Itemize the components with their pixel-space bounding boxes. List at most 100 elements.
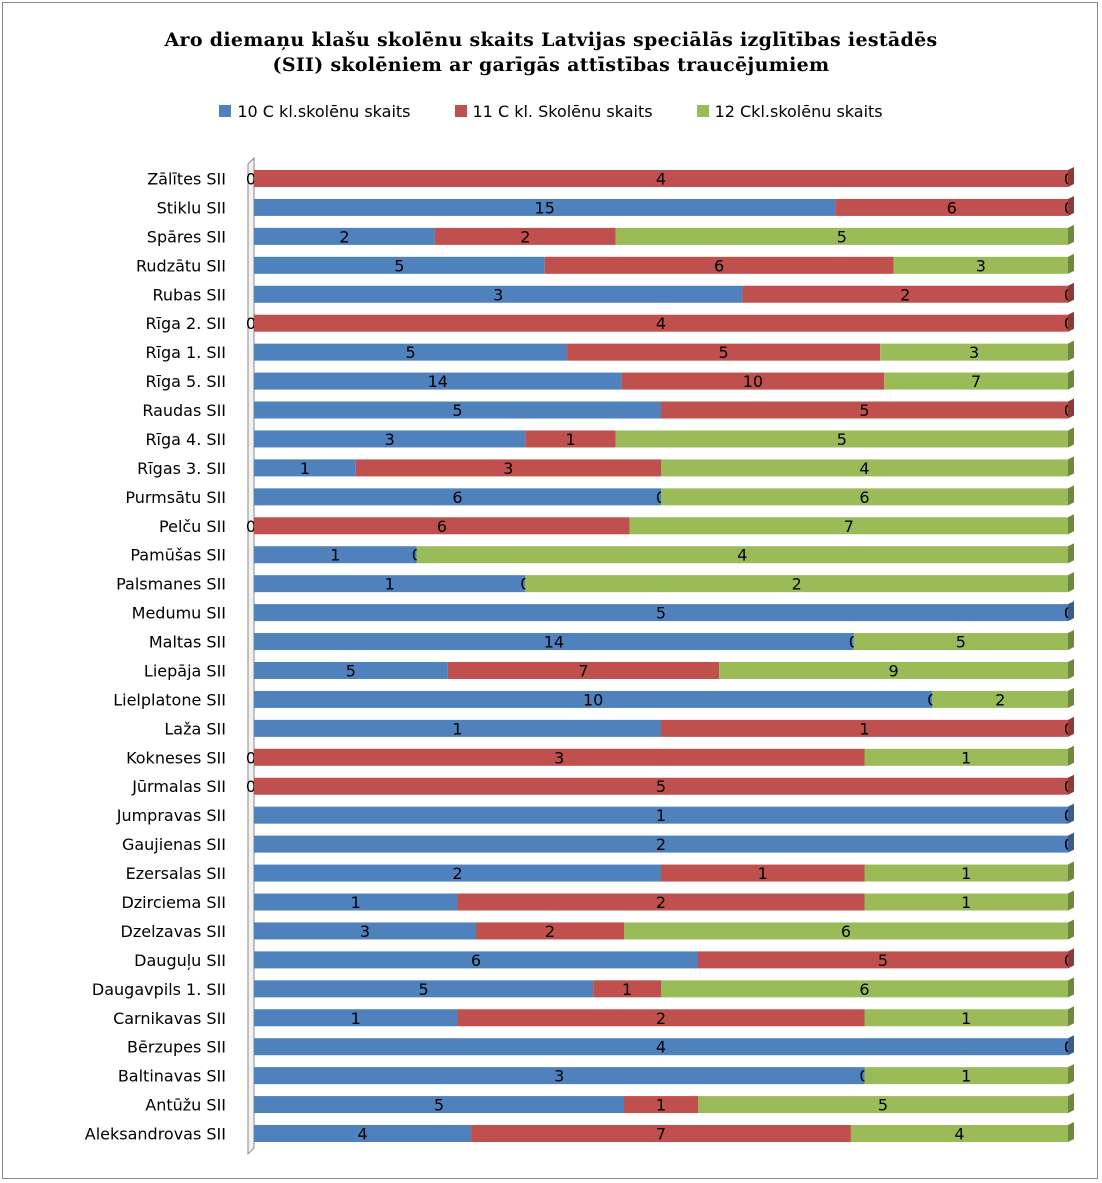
- value-label-11c-zālītes-sii: 4: [656, 170, 666, 189]
- category-label-laža-sii: Laža SII: [164, 719, 226, 738]
- bar-10c-gaujienas-sii: [254, 835, 1068, 853]
- value-label-11c-rubas-sii: 2: [900, 285, 910, 304]
- bar-end-palsmanes-sii: [1068, 572, 1074, 593]
- legend-label-10c: 10 C kl.skolēnu skaits: [237, 101, 411, 121]
- category-label-rīga-2-sii: Rīga 2. SII: [145, 314, 226, 333]
- bar-11c-daugavpils-1-sii: [593, 980, 661, 998]
- bar-12c-ezersalas-sii: [864, 864, 1068, 882]
- bar-end-aleksandrovas-sii: [1068, 1122, 1074, 1143]
- bar-12c-rīga-1-sii: [880, 343, 1068, 361]
- bar-end-rīga-1-sii: [1068, 340, 1074, 361]
- category-label-aleksandrovas-sii: Aleksandrovas SII: [85, 1125, 226, 1144]
- category-label-dzirciema-sii: Dzirciema SII: [121, 893, 226, 912]
- bar-10c-rubas-sii: [254, 285, 743, 303]
- bar-12c-rudzātu-sii: [893, 256, 1068, 274]
- bar-12c-pelču-sii: [629, 517, 1068, 535]
- value-label-11c-dauguļu-sii: 5: [878, 951, 888, 970]
- bar-end-raudas-sii: [1068, 398, 1074, 419]
- category-label-palsmanes-sii: Palsmanes SII: [116, 575, 226, 594]
- axis-wall: [247, 156, 255, 1156]
- value-label-10c-maltas-sii: 14: [544, 633, 564, 652]
- bar-10c-aleksandrovas-sii: [254, 1125, 472, 1143]
- bar-end-dzirciema-sii: [1068, 890, 1074, 911]
- bar-end-antūžu-sii: [1068, 1093, 1074, 1114]
- value-label-12c-dzirciema-sii: 1: [961, 893, 971, 912]
- value-label-12c-kokneses-sii: 1: [961, 748, 971, 767]
- value-label-10c-aleksandrovas-sii: 4: [357, 1125, 367, 1144]
- value-label-12c-purmsātu-sii: 6: [859, 488, 869, 507]
- legend-swatch-11c: [454, 105, 467, 117]
- bar-10c-dzirciema-sii: [254, 893, 458, 911]
- bar-10c-raudas-sii: [254, 401, 661, 419]
- bar-12c-antūžu-sii: [698, 1096, 1068, 1114]
- value-label-12c-rudzātu-sii: 3: [976, 256, 986, 275]
- category-label-medumu-sii: Medumu SII: [132, 604, 226, 623]
- value-label-10c-laža-sii: 1: [452, 719, 462, 738]
- bar-11c-dzirciema-sii: [457, 893, 865, 911]
- bar-11c-spāres-sii: [434, 227, 616, 245]
- value-label-12c-ezersalas-sii: 1: [961, 864, 971, 883]
- legend-label-11c: 11 C kl. Skolēnu skaits: [472, 101, 653, 121]
- bar-11c-liepāja-sii: [447, 661, 720, 679]
- value-label-10c-antūžu-sii: 5: [434, 1096, 444, 1115]
- category-label-liepāja-sii: Liepāja SII: [144, 661, 226, 680]
- value-label-10c-spāres-sii: 2: [339, 227, 349, 246]
- bar-10c-rudzātu-sii: [254, 256, 545, 274]
- value-label-12c-maltas-sii: 5: [956, 633, 966, 652]
- category-label-spāres-sii: Spāres SII: [147, 227, 226, 246]
- value-label-11c-rudzātu-sii: 6: [714, 256, 724, 275]
- chart-title: Aro diemaņu klašu skolēnu skaits Latvija…: [0, 28, 1102, 78]
- bar-end-dauguļu-sii: [1068, 948, 1074, 969]
- bar-11c-stiklu-sii: [835, 198, 1068, 216]
- bar-end-pelču-sii: [1068, 514, 1074, 535]
- value-label-11c-daugavpils-1-sii: 1: [622, 980, 632, 999]
- value-label-12c-pamūšas-sii: 4: [737, 546, 747, 565]
- bar-end-rīgas-3-sii: [1068, 456, 1074, 477]
- category-label-rīga-4-sii: Rīga 4. SII: [145, 430, 226, 449]
- value-label-12c-daugavpils-1-sii: 6: [859, 980, 869, 999]
- value-label-12c-aleksandrovas-sii: 4: [954, 1125, 964, 1144]
- bar-11c-rīga-5-sii: [621, 372, 885, 390]
- value-label-11c-rīga-5-sii: 10: [743, 372, 763, 391]
- value-label-10c-stiklu-sii: 15: [535, 198, 555, 217]
- bar-11c-rīga-2-sii: [254, 314, 1068, 332]
- bar-10c-spāres-sii: [254, 227, 435, 245]
- bar-10c-laža-sii: [254, 719, 661, 737]
- bar-10c-rīga-4-sii: [254, 430, 526, 448]
- category-label-rīga-1-sii: Rīga 1. SII: [145, 343, 226, 362]
- bar-12c-spāres-sii: [615, 227, 1068, 245]
- bar-10c-antūžu-sii: [254, 1096, 624, 1114]
- value-label-11c-liepāja-sii: 7: [578, 661, 588, 680]
- value-label-12c-antūžu-sii: 5: [878, 1096, 888, 1115]
- value-label-11c-pelču-sii: 6: [437, 517, 447, 536]
- bar-end-stiklu-sii: [1068, 195, 1074, 216]
- category-label-rīga-5-sii: Rīga 5. SII: [145, 372, 226, 391]
- bar-12c-pamūšas-sii: [416, 546, 1068, 564]
- value-label-10c-pamūšas-sii: 1: [330, 546, 340, 565]
- bar-end-jūrmalas-sii: [1068, 774, 1074, 795]
- bar-12c-dzelzavas-sii: [624, 922, 1068, 940]
- category-label-ezersalas-sii: Ezersalas SII: [126, 864, 226, 883]
- bar-11c-raudas-sii: [661, 401, 1068, 419]
- value-label-10c-rīga-4-sii: 3: [385, 430, 395, 449]
- value-label-10c-rīga-5-sii: 14: [428, 372, 448, 391]
- bar-end-medumu-sii: [1068, 601, 1074, 622]
- bar-10c-pamūšas-sii: [254, 546, 417, 564]
- value-label-11c-antūžu-sii: 1: [656, 1096, 666, 1115]
- value-label-10c-baltinavas-sii: 3: [554, 1067, 564, 1086]
- bar-10c-baltinavas-sii: [254, 1067, 865, 1085]
- bar-11c-pelču-sii: [254, 517, 630, 535]
- value-label-10c-rīga-1-sii: 5: [405, 343, 415, 362]
- bar-end-rīga-4-sii: [1068, 427, 1074, 448]
- bar-12c-carnikavas-sii: [864, 1009, 1068, 1027]
- bar-end-gaujienas-sii: [1068, 832, 1074, 853]
- value-label-12c-liepāja-sii: 9: [888, 661, 898, 680]
- value-label-11c-spāres-sii: 2: [520, 227, 530, 246]
- value-label-12c-rīga-1-sii: 3: [969, 343, 979, 362]
- value-label-10c-kokneses-sii: 0: [246, 748, 256, 767]
- bar-end-ezersalas-sii: [1068, 861, 1074, 882]
- bar-end-purmsātu-sii: [1068, 485, 1074, 506]
- bar-10c-lielplatone-sii: [254, 690, 933, 708]
- bar-11c-aleksandrovas-sii: [471, 1125, 851, 1143]
